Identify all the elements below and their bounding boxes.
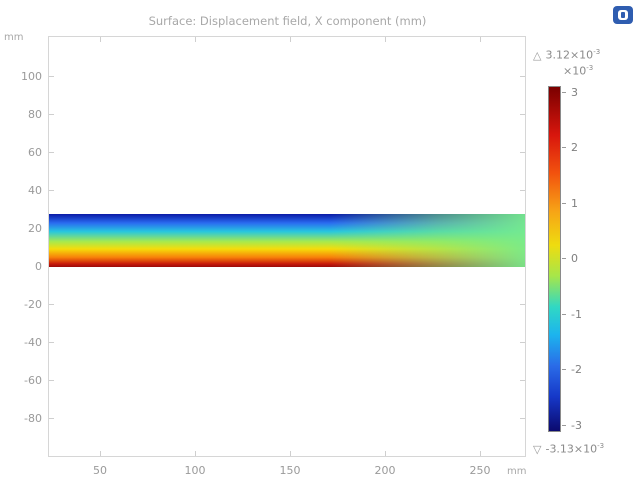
x-tick-mark — [100, 451, 101, 456]
y-tick-mark — [520, 152, 525, 153]
x-tick-label: 100 — [184, 464, 206, 477]
colorbar-max-label: △ 3.12×10-3 — [533, 48, 601, 62]
y-tick-label: -60 — [24, 374, 42, 387]
y-tick-mark — [49, 380, 54, 381]
x-tick-mark — [195, 37, 196, 42]
x-tick-mark — [100, 37, 101, 42]
x-tick-label: 200 — [374, 464, 396, 477]
y-axis-unit: mm — [4, 32, 24, 43]
y-tick-mark — [520, 380, 525, 381]
plot-title: Surface: Displacement field, X component… — [148, 14, 427, 28]
x-tick-label: 250 — [469, 464, 491, 477]
y-tick-label: 60 — [28, 146, 42, 159]
x-tick-mark — [480, 451, 481, 456]
y-tick-mark — [49, 76, 54, 77]
x-axis-unit: mm — [507, 466, 527, 477]
colorbar-scale-label: ×10-3 — [563, 64, 594, 78]
colorbar-tick-label: -3 — [571, 419, 582, 432]
colorbar-tick — [562, 92, 566, 93]
y-tick-mark — [520, 190, 525, 191]
colorbar-tick — [562, 369, 566, 370]
x-tick-mark — [385, 37, 386, 42]
colorbar-tick — [562, 314, 566, 315]
y-tick-label: 0 — [35, 260, 42, 273]
colorbar-min-label: ▽ -3.13×10-3 — [533, 442, 605, 456]
y-tick-mark — [520, 342, 525, 343]
x-tick-mark — [195, 451, 196, 456]
y-tick-label: 20 — [28, 222, 42, 235]
y-tick-mark — [49, 114, 54, 115]
colorbar-tick — [562, 203, 566, 204]
y-tick-mark — [520, 418, 525, 419]
y-tick-label: -80 — [24, 412, 42, 425]
y-tick-label: 100 — [21, 70, 42, 83]
y-tick-mark — [49, 418, 54, 419]
y-tick-mark — [49, 342, 54, 343]
x-tick-mark — [290, 451, 291, 456]
colorbar-tick — [562, 425, 566, 426]
beam-surface-gradient-right — [330, 214, 525, 267]
colorbar-tick — [562, 147, 566, 148]
y-tick-mark — [49, 190, 54, 191]
y-tick-mark — [49, 152, 54, 153]
colorbar-tick-label: 3 — [571, 86, 578, 99]
colorbar-tick-label: 0 — [571, 252, 578, 265]
x-tick-mark — [290, 37, 291, 42]
colorbar-tick-label: -2 — [571, 363, 582, 376]
x-tick-mark — [480, 37, 481, 42]
x-tick-label: 50 — [93, 464, 107, 477]
y-tick-label: -40 — [24, 336, 42, 349]
min-triangle-icon: ▽ — [533, 442, 542, 456]
y-tick-label: -20 — [24, 298, 42, 311]
y-tick-mark — [520, 76, 525, 77]
x-tick-mark — [385, 451, 386, 456]
app-logo-icon[interactable] — [612, 4, 634, 26]
colorbar-tick-label: -1 — [571, 308, 582, 321]
colorbar-tick-label: 2 — [571, 141, 578, 154]
y-tick-mark — [49, 304, 54, 305]
colorbar — [548, 86, 561, 432]
plot-area[interactable] — [48, 36, 526, 457]
max-triangle-icon: △ — [533, 48, 542, 62]
y-tick-label: 40 — [28, 184, 42, 197]
y-tick-mark — [520, 304, 525, 305]
x-tick-label: 150 — [279, 464, 301, 477]
y-tick-label: 80 — [28, 108, 42, 121]
colorbar-tick — [562, 258, 566, 259]
colorbar-tick-label: 1 — [571, 197, 578, 210]
y-tick-mark — [520, 114, 525, 115]
